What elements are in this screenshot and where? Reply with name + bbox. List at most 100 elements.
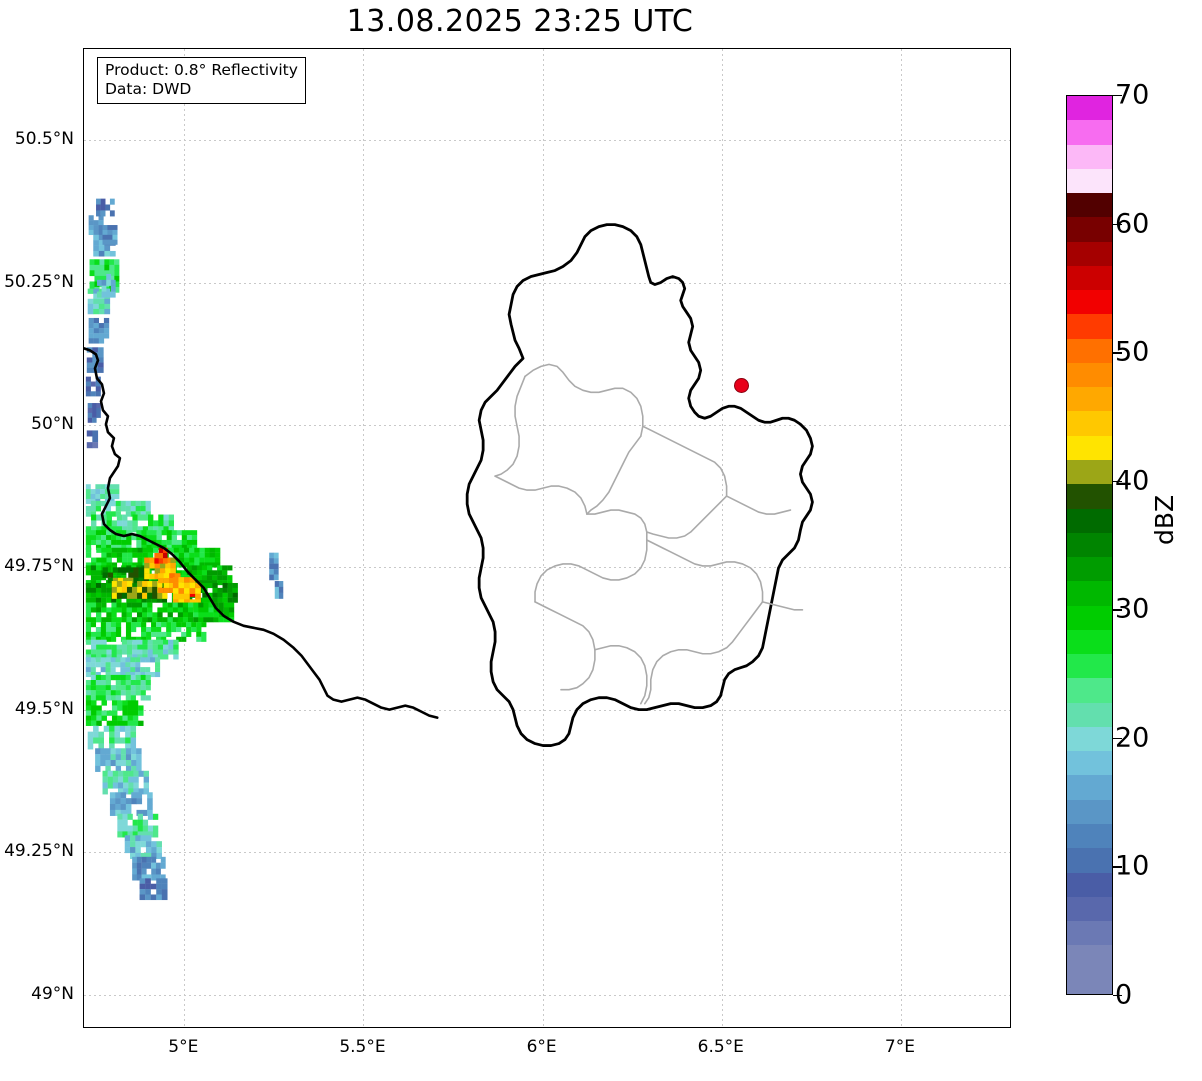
radar-bin [137, 586, 143, 593]
radar-bin [181, 570, 187, 576]
radar-bin [96, 649, 102, 655]
x-axis-tick-label: 7°E [884, 1037, 915, 1057]
colorbar-tick-mark [1113, 352, 1122, 354]
radar-bin [135, 674, 141, 681]
colorbar-segment [1067, 168, 1112, 194]
radar-bin [122, 526, 128, 533]
radar-bin [114, 270, 120, 277]
radar-bin [203, 612, 209, 618]
radar-bin [90, 570, 97, 576]
radar-bin [131, 602, 138, 608]
radar-bin [207, 582, 213, 589]
radar-bin [116, 597, 122, 603]
map-plot-area[interactable]: Product: 0.8° Reflectivity Data: DWD [83, 48, 1011, 1028]
radar-bin [130, 674, 136, 681]
colorbar-tick-label: 0 [1115, 979, 1133, 1011]
radar-bin [92, 403, 97, 409]
radar-bin [125, 667, 131, 673]
radar-bin [269, 569, 275, 575]
radar-bin [105, 626, 112, 633]
radar-bin [90, 381, 96, 387]
radar-bin [125, 804, 132, 811]
radar-bin [93, 308, 100, 315]
radar-bin [132, 831, 138, 838]
radar-bin [127, 720, 134, 726]
radar-bin [142, 649, 148, 655]
grid-line-vertical [721, 49, 723, 1027]
radar-bin [145, 674, 151, 681]
radar-bin [155, 862, 161, 869]
radar-bin [98, 743, 105, 750]
radar-bin [101, 607, 107, 613]
radar-bin [131, 597, 137, 603]
radar-bin [95, 544, 102, 550]
radar-bin [132, 825, 138, 832]
radar-bin [109, 731, 115, 738]
radar-bin [173, 639, 179, 645]
radar-bin [90, 602, 97, 608]
radar-bin [228, 607, 235, 613]
radar-bin [96, 612, 102, 618]
radar-bin [101, 285, 107, 292]
radar-bin [106, 592, 112, 598]
radar-bin [133, 577, 139, 584]
radar-bin [89, 259, 95, 266]
radar-bin [106, 552, 112, 558]
radar-bin [126, 597, 132, 603]
radar-bin [117, 825, 123, 832]
radar-bin [128, 788, 134, 795]
radar-bin [100, 667, 106, 673]
radar-bin [141, 856, 147, 863]
radar-bin [199, 547, 205, 553]
radar-bin [130, 731, 137, 738]
colorbar-segment [1067, 605, 1112, 630]
radar-bin [95, 530, 102, 536]
radar-bin [106, 291, 112, 298]
radar-bin [189, 591, 196, 597]
radar-bin [168, 639, 174, 645]
radar-bin [136, 798, 143, 805]
radar-bin [115, 809, 121, 816]
radar-bin [115, 765, 122, 772]
radar-bin [146, 535, 152, 541]
radar-bin [105, 685, 111, 691]
radar-bin [189, 582, 196, 589]
colorbar-segment [1067, 581, 1112, 606]
radar-bin [132, 639, 138, 645]
radar-bin [130, 511, 136, 517]
radar-bin [142, 639, 148, 645]
radar-bin [196, 636, 202, 642]
radar-bin [96, 562, 102, 568]
colorbar-segment [1067, 848, 1112, 873]
radar-bin [177, 617, 184, 623]
radar-bin [115, 511, 121, 517]
radar-bin [150, 894, 157, 901]
radar-bin [100, 210, 106, 217]
radar-site-marker[interactable] [734, 378, 749, 393]
radar-bin [111, 520, 118, 527]
radar-bin [130, 671, 136, 678]
y-axis-tick-label: 49.25°N [4, 841, 74, 862]
radar-bin [228, 612, 235, 618]
radar-bin [100, 198, 106, 205]
radar-bin [102, 229, 108, 236]
radar-bin [132, 819, 138, 826]
radar-bin [114, 281, 120, 288]
radar-bin [151, 631, 157, 637]
radar-bin [154, 568, 161, 574]
radar-bin [95, 506, 102, 512]
radar-bin [269, 558, 275, 564]
radar-bin [136, 636, 142, 642]
radar-bin [156, 878, 162, 884]
radar-bin [191, 535, 198, 541]
radar-bin [85, 376, 91, 382]
radar-bin [170, 562, 176, 569]
radar-bin [137, 562, 143, 568]
radar-bin [130, 847, 136, 854]
colorbar[interactable] [1066, 95, 1113, 995]
radar-bin [94, 275, 100, 282]
radar-bin [93, 317, 100, 324]
radar-bin [128, 782, 134, 789]
radar-bin [95, 582, 102, 589]
radar-bin [136, 754, 142, 761]
